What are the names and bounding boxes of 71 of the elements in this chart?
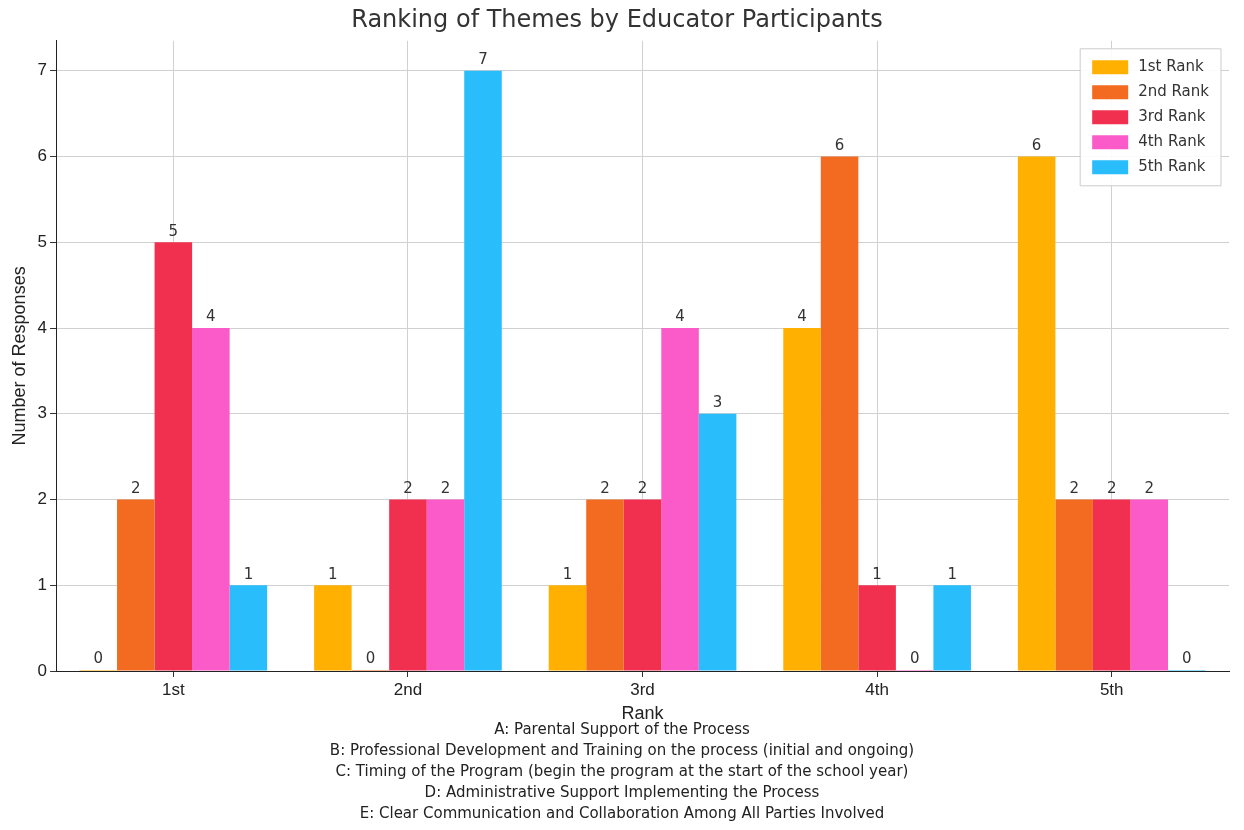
x-tick-label: 2nd [393, 679, 423, 699]
data-label: 2 [403, 478, 413, 497]
bar [1055, 499, 1093, 671]
data-label: 0 [93, 649, 104, 668]
data-label: 0 [909, 649, 920, 668]
data-label: 1 [872, 564, 882, 583]
data-label: 0 [1182, 649, 1192, 668]
bar [586, 499, 624, 671]
y-tick-label: 4 [37, 317, 48, 337]
bar [154, 242, 193, 671]
text: D: Administrative Support Implementing the Process [423, 782, 821, 803]
bar [389, 499, 427, 671]
text: C: Timing of the Program (begin the program at the start of the school year) [334, 761, 910, 782]
bar [314, 585, 352, 671]
y-tick-label: 3 [37, 403, 48, 423]
legend-label: 2nd Rank [1138, 82, 1210, 101]
data-label: 0 [365, 649, 376, 668]
text: A: Parental Support of the Process [493, 719, 751, 740]
data-label: 4 [675, 307, 685, 326]
y-tick-label: 2 [37, 489, 48, 509]
legend-label: 3rd Rank [1138, 107, 1206, 126]
bar [858, 585, 896, 671]
chart-title: Ranking of Themes by Educator Participants [351, 4, 883, 33]
bar [1092, 499, 1131, 671]
x-tick-label: 1st [162, 679, 185, 699]
x-tick-label: 3rd [630, 679, 655, 699]
data-label: 2 [1106, 478, 1117, 497]
bar [1017, 156, 1056, 671]
bar [229, 585, 268, 671]
data-label: 2 [600, 478, 610, 497]
x-tick-label: 4th [865, 679, 889, 699]
data-label: 4 [206, 307, 216, 326]
data-label: 3 [712, 393, 723, 412]
x-tick-label: 5th [1099, 679, 1124, 699]
data-label: 6 [1031, 135, 1042, 154]
data-label: 1 [243, 564, 254, 583]
data-label: 1 [328, 564, 338, 583]
bar [933, 585, 971, 671]
y-tick-label: 7 [37, 60, 48, 80]
y-tick-label: 0 [37, 660, 48, 680]
data-label: 6 [834, 135, 845, 154]
data-label: 1 [562, 564, 573, 583]
y-axis-title: Number of Responses [8, 266, 29, 446]
data-label: 4 [797, 307, 807, 326]
legend-label: 4th Rank [1138, 132, 1206, 151]
data-label: 1 [947, 564, 957, 583]
bar [623, 499, 662, 671]
data-label: 2 [131, 478, 141, 497]
bar [548, 585, 587, 671]
data-label: 2 [637, 478, 648, 497]
bar [661, 328, 699, 671]
bar [820, 156, 859, 671]
bar [464, 70, 502, 671]
y-tick-label: 1 [37, 574, 48, 594]
data-label: 2 [440, 478, 451, 497]
legend-label: 1st Rank [1138, 57, 1204, 76]
y-tick-label: 5 [37, 231, 48, 251]
text: E: Clear Communication and Collaboration Among All Parties Involved [358, 803, 886, 824]
bar [698, 413, 737, 671]
data-label: 2 [1069, 478, 1079, 497]
bar [426, 499, 465, 671]
bar [192, 328, 230, 671]
data-label: 5 [168, 221, 179, 240]
y-tick-label: 6 [37, 146, 48, 166]
data-label: 2 [1144, 478, 1155, 497]
bar [783, 328, 821, 671]
bar [117, 499, 155, 671]
data-label: 7 [478, 50, 488, 69]
text: B: Professional Development and Training on the process (initial and ongoing) [328, 740, 916, 761]
bar [1130, 499, 1169, 671]
legend-label: 5th Rank [1138, 157, 1206, 176]
